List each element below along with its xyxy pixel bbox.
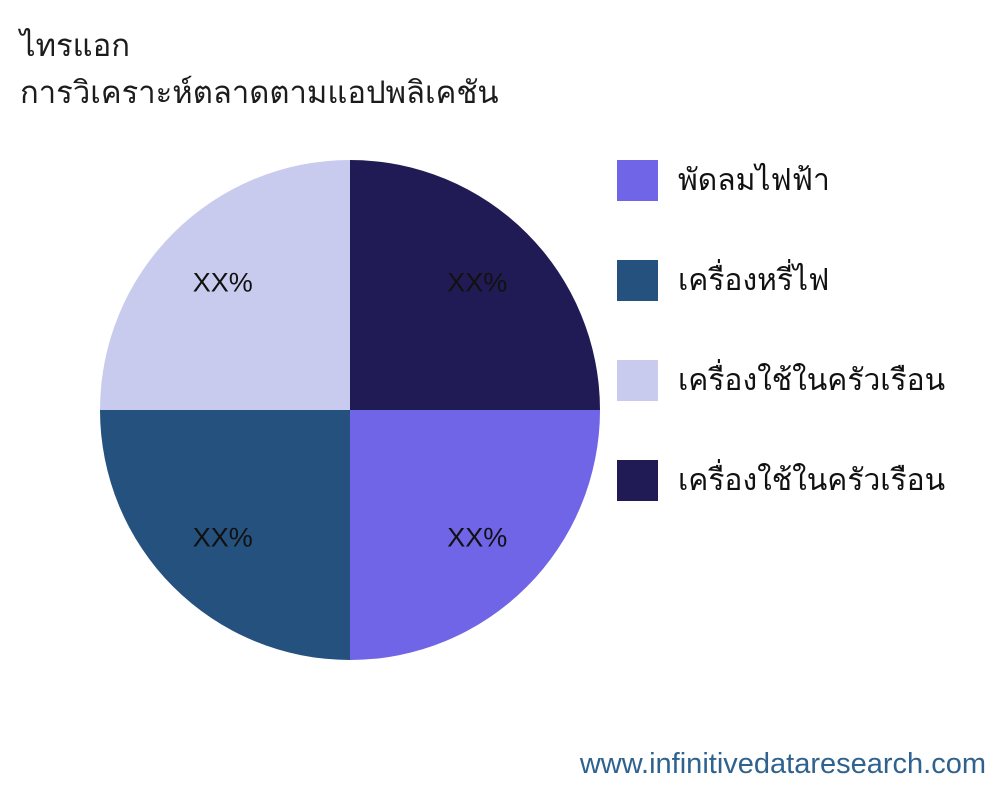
legend: พัดลมไฟฟ้า เครื่องหรี่ไฟ เครื่องใช้ในครั… xyxy=(617,160,945,560)
legend-item-0: พัดลมไฟฟ้า xyxy=(617,160,945,201)
chart-title-block: ไทรแอก การวิเคราะห์ตลาดตามแอปพลิเคชัน xyxy=(20,22,499,116)
legend-label-3: เครื่องใช้ในครัวเรือน xyxy=(678,464,946,497)
legend-item-2: เครื่องใช้ในครัวเรือน xyxy=(617,360,945,401)
legend-label-1: เครื่องหรี่ไฟ xyxy=(678,264,830,297)
chart-title-line2: การวิเคราะห์ตลาดตามแอปพลิเคชัน xyxy=(20,75,499,110)
legend-swatch-2 xyxy=(617,360,658,401)
pie-slice-2 xyxy=(100,160,350,410)
legend-item-1: เครื่องหรี่ไฟ xyxy=(617,260,945,301)
pie-slice-label-1: XX% xyxy=(193,522,253,552)
pie-slice-1 xyxy=(100,410,350,660)
legend-label-2: เครื่องใช้ในครัวเรือน xyxy=(678,364,946,397)
pie-slice-label-3: XX% xyxy=(447,268,507,298)
chart-title-line1: ไทรแอก xyxy=(20,28,131,63)
legend-swatch-0 xyxy=(617,160,658,201)
pie-slice-label-0: XX% xyxy=(447,522,507,552)
legend-swatch-1 xyxy=(617,260,658,301)
pie-chart-area: XX% XX% XX% XX% xyxy=(100,160,600,660)
pie-chart: XX% XX% XX% XX% xyxy=(100,160,600,660)
pie-slice-3 xyxy=(350,160,600,410)
legend-swatch-3 xyxy=(617,460,658,501)
legend-label-0: พัดลมไฟฟ้า xyxy=(678,164,830,197)
pie-slice-0 xyxy=(350,410,600,660)
legend-item-3: เครื่องใช้ในครัวเรือน xyxy=(617,460,945,501)
pie-slice-label-2: XX% xyxy=(193,268,253,298)
footer-website-link[interactable]: www.infinitivedataresearch.com xyxy=(579,748,986,780)
